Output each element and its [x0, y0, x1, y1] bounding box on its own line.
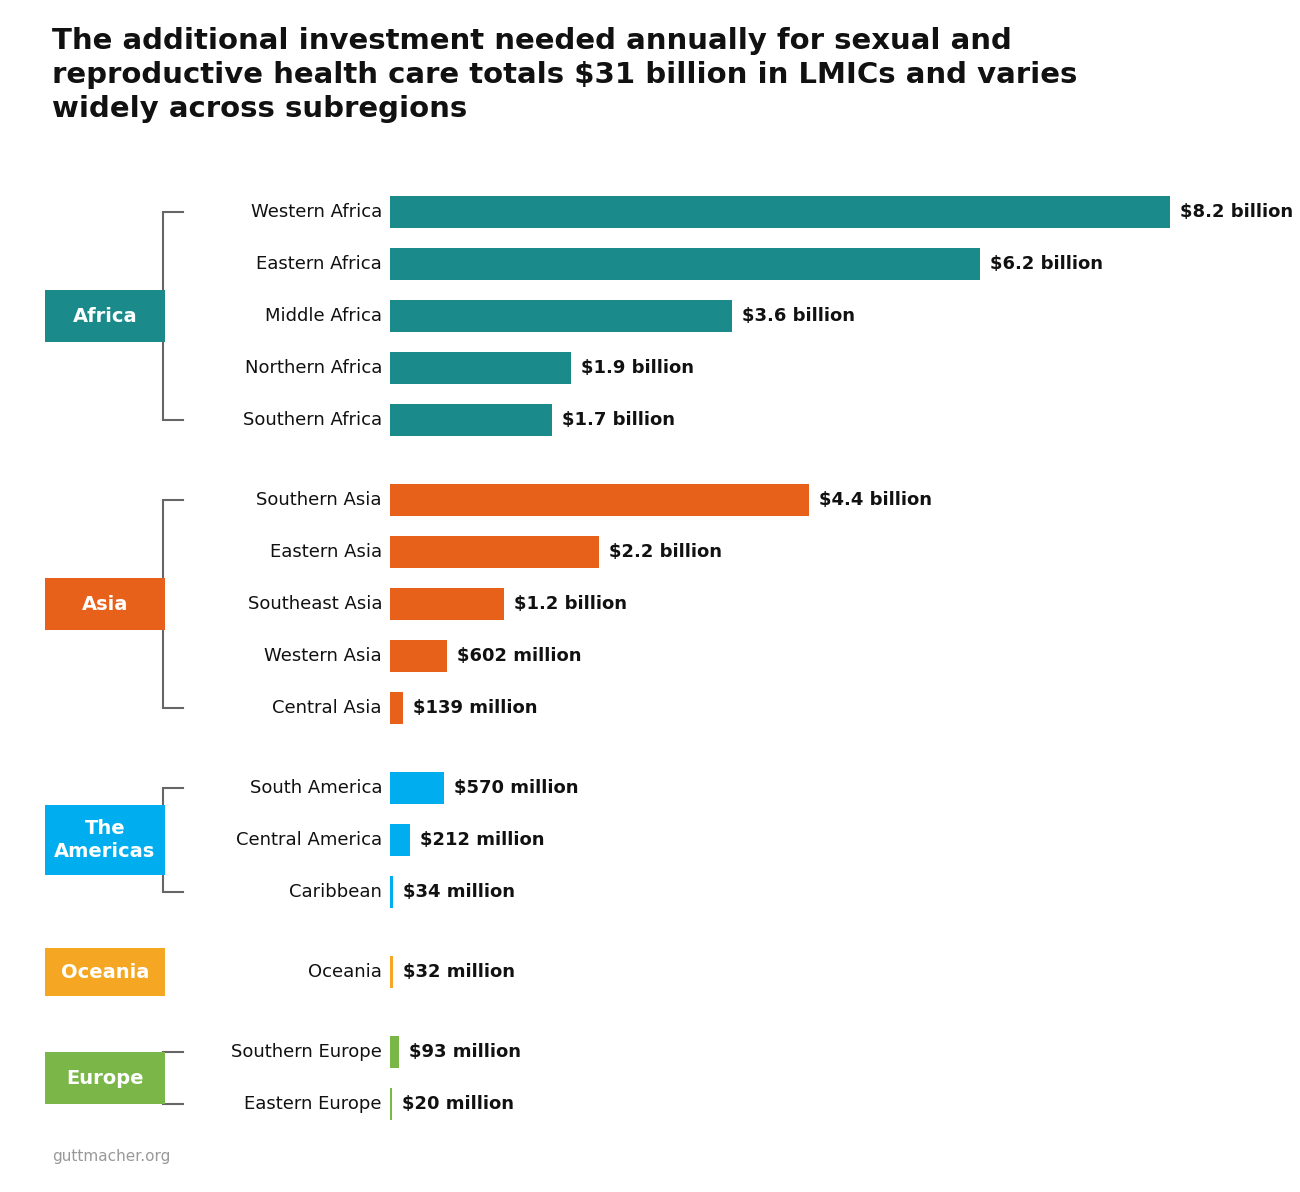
FancyBboxPatch shape [46, 578, 165, 631]
Text: $34 million: $34 million [403, 883, 515, 901]
Text: Eastern Africa: Eastern Africa [256, 255, 382, 273]
Text: South America: South America [250, 780, 382, 797]
Text: $212 million: $212 million [420, 831, 545, 849]
Text: Europe: Europe [66, 1068, 144, 1087]
FancyBboxPatch shape [390, 536, 599, 569]
FancyBboxPatch shape [390, 691, 403, 724]
FancyBboxPatch shape [46, 805, 165, 875]
Text: $6.2 billion: $6.2 billion [989, 255, 1102, 273]
FancyBboxPatch shape [46, 948, 165, 997]
FancyBboxPatch shape [46, 290, 165, 342]
FancyBboxPatch shape [390, 352, 571, 384]
FancyBboxPatch shape [390, 484, 809, 516]
Text: Caribbean: Caribbean [289, 883, 382, 901]
FancyBboxPatch shape [390, 640, 447, 672]
FancyBboxPatch shape [390, 956, 393, 988]
Text: $20 million: $20 million [402, 1095, 514, 1113]
Text: Oceania: Oceania [61, 962, 150, 981]
Text: Eastern Asia: Eastern Asia [270, 544, 382, 561]
Text: reproductive health care totals $31 billion in LMICs and varies: reproductive health care totals $31 bill… [52, 61, 1078, 89]
Text: $139 million: $139 million [413, 699, 538, 718]
FancyBboxPatch shape [390, 195, 1170, 228]
Text: Western Asia: Western Asia [264, 647, 382, 665]
FancyBboxPatch shape [390, 772, 445, 805]
Text: Central Asia: Central Asia [273, 699, 382, 718]
Text: Africa: Africa [73, 306, 138, 325]
FancyBboxPatch shape [390, 248, 980, 280]
Text: Southern Asia: Southern Asia [256, 491, 382, 509]
Text: $1.7 billion: $1.7 billion [562, 411, 675, 429]
Text: Northern Africa: Northern Africa [244, 359, 382, 377]
FancyBboxPatch shape [390, 1036, 399, 1068]
Text: Western Africa: Western Africa [251, 203, 382, 221]
Text: $1.2 billion: $1.2 billion [514, 595, 627, 613]
Text: $4.4 billion: $4.4 billion [819, 491, 932, 509]
FancyBboxPatch shape [390, 1088, 391, 1120]
Text: $2.2 billion: $2.2 billion [610, 544, 723, 561]
Text: The additional investment needed annually for sexual and: The additional investment needed annuall… [52, 27, 1011, 55]
Text: Oceania: Oceania [308, 963, 382, 981]
Text: $32 million: $32 million [403, 963, 515, 981]
Text: guttmacher.org: guttmacher.org [52, 1149, 170, 1165]
FancyBboxPatch shape [390, 876, 393, 908]
Text: Southern Europe: Southern Europe [231, 1043, 382, 1061]
Text: $1.9 billion: $1.9 billion [581, 359, 694, 377]
Text: The
Americas: The Americas [55, 819, 156, 861]
FancyBboxPatch shape [390, 404, 551, 436]
Text: $8.2 billion: $8.2 billion [1180, 203, 1294, 221]
FancyBboxPatch shape [390, 588, 504, 620]
Text: $602 million: $602 million [458, 647, 582, 665]
Text: Central America: Central America [235, 831, 382, 849]
FancyBboxPatch shape [390, 300, 732, 333]
FancyBboxPatch shape [390, 824, 411, 856]
Text: $570 million: $570 million [454, 780, 578, 797]
Text: Middle Africa: Middle Africa [265, 308, 382, 325]
Text: Asia: Asia [82, 595, 129, 614]
Text: widely across subregions: widely across subregions [52, 95, 467, 123]
Text: $3.6 billion: $3.6 billion [742, 308, 855, 325]
Text: Southeast Asia: Southeast Asia [247, 595, 382, 613]
FancyBboxPatch shape [46, 1053, 165, 1104]
Text: Southern Africa: Southern Africa [243, 411, 382, 429]
Text: Eastern Europe: Eastern Europe [244, 1095, 382, 1113]
Text: $93 million: $93 million [408, 1043, 521, 1061]
